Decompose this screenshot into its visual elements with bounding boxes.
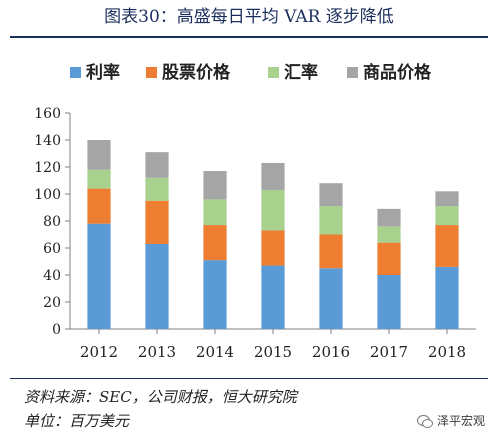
y-tick-label: 160	[34, 106, 61, 122]
bar-segment	[145, 152, 169, 178]
watermark-text: 泽平宏观	[436, 414, 485, 428]
x-tick-label: 2014	[196, 343, 234, 361]
x-tick-label: 2012	[80, 343, 118, 361]
y-tick-label: 100	[34, 187, 61, 203]
x-tick-label: 2018	[428, 343, 466, 361]
y-tick-label: 40	[43, 268, 61, 284]
bar-segment	[145, 177, 169, 201]
x-tick-label: 2013	[138, 343, 176, 361]
bar-segment	[261, 265, 285, 329]
bar-segment	[87, 188, 111, 224]
legend-label: 利率	[86, 62, 120, 83]
bar-segment	[435, 225, 459, 267]
bar-segment	[261, 162, 285, 190]
legend-swatch	[347, 67, 358, 78]
y-tick-label: 0	[52, 322, 61, 338]
y-tick-label: 80	[43, 214, 61, 230]
bar-segment	[145, 243, 169, 329]
bar-segment	[203, 171, 227, 200]
bar-segment	[203, 199, 227, 226]
watermark: 泽平宏观	[416, 412, 485, 429]
bar-segment	[203, 260, 227, 329]
bar-segment	[261, 230, 285, 266]
chart-title: 图表30：高盛每日平均 VAR 逐步降低	[104, 7, 394, 27]
title-divider	[10, 36, 488, 38]
bar-segment	[435, 206, 459, 226]
bar-segment	[377, 242, 401, 275]
bar-segment	[319, 234, 343, 269]
x-tick-label: 2015	[254, 343, 292, 361]
legend-label: 汇率	[284, 62, 318, 83]
bar-segment	[319, 206, 343, 235]
bar-segment	[435, 266, 459, 329]
bar-segment	[145, 200, 169, 244]
x-tick-label: 2017	[370, 343, 408, 361]
legend-swatch	[268, 67, 279, 78]
stacked-bar-chart: 利率 股票价格 汇率 商品价格 0 20 40 60 80 100 120 140 160 2012 201…	[34, 62, 476, 361]
x-tick-label: 2016	[312, 343, 350, 361]
bar-segment	[261, 189, 285, 231]
bar-segment	[87, 140, 111, 170]
y-tick-label: 20	[43, 295, 61, 311]
y-tick-label: 60	[43, 241, 61, 257]
bar-segment	[377, 208, 401, 227]
bar-segment	[377, 275, 401, 329]
y-tick-label: 120	[34, 160, 61, 176]
legend-label: 股票价格	[162, 62, 231, 83]
wechat-icon	[416, 414, 433, 428]
legend-swatch	[70, 67, 81, 78]
bar-segment	[377, 226, 401, 243]
bar-segment	[87, 169, 111, 189]
legend-label: 商品价格	[363, 62, 432, 83]
bar-segment	[87, 223, 111, 329]
bar-segment	[319, 183, 343, 207]
bar-segment	[319, 268, 343, 329]
source-note: 资料来源：SEC，公司财报，恒大研究院	[24, 388, 297, 406]
unit-note: 单位：百万美元	[24, 412, 130, 430]
footer-divider	[10, 378, 488, 379]
bar-segment	[203, 225, 227, 261]
bar-segment	[435, 191, 459, 207]
legend-swatch	[146, 67, 157, 78]
y-tick-label: 140	[34, 133, 61, 149]
